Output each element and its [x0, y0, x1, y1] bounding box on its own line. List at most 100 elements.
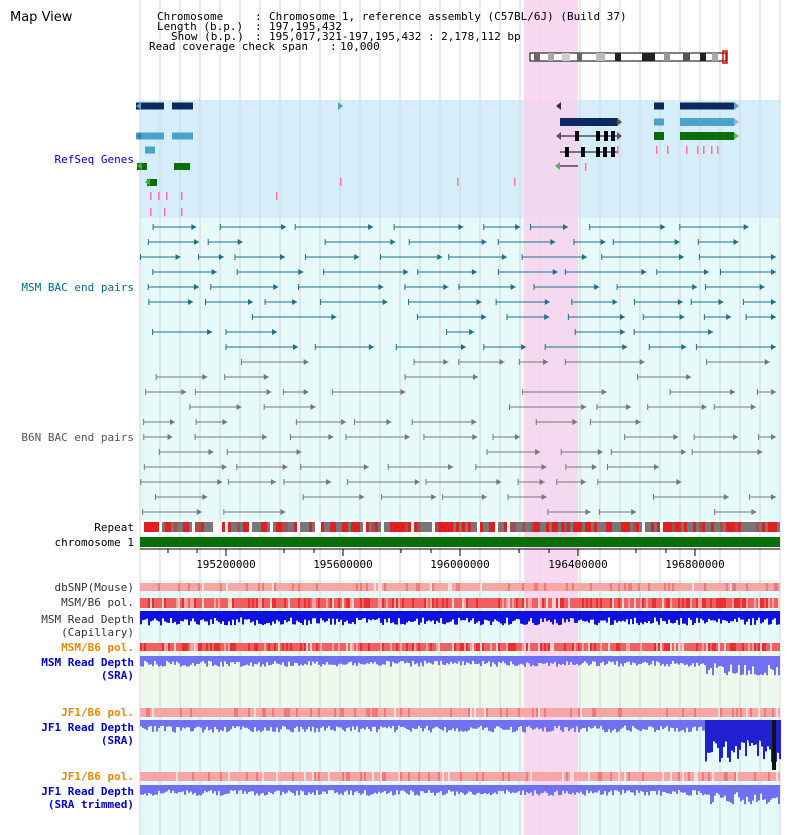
dbsnp-heat [632, 583, 634, 591]
msm-sra-depth [564, 656, 566, 666]
msm-capillary-depth [506, 611, 508, 618]
repeat-block [387, 522, 390, 532]
repeat-block [156, 522, 159, 532]
jf1-pol-heat [740, 708, 742, 717]
dbsnp-heat [242, 583, 244, 591]
msm-sra-depth [154, 656, 156, 661]
jf1-pol-heat [752, 708, 754, 717]
jf1-sra-depth [164, 720, 166, 732]
dbsnp-heat [494, 583, 496, 591]
jf1-sra-depth-deep [759, 720, 761, 741]
jf1-sra-depth [278, 720, 280, 733]
jf1-pol2-heat [414, 772, 416, 781]
jf1-sra-depth [632, 720, 634, 726]
b6n-bac-pair-arrow [541, 494, 547, 500]
msm-pol-heat [596, 598, 598, 608]
msm-pol-heat [240, 598, 242, 608]
b6n-bac-pair-arrow [499, 359, 505, 365]
msm-pol2-heat [484, 643, 486, 651]
jf1-pol-heat [434, 708, 436, 717]
jf1-pol-heat [326, 708, 328, 717]
msm-sra-depth [680, 656, 682, 664]
jf1-sra-depth [690, 720, 692, 732]
msm-sra-depth [708, 656, 710, 671]
jf1-trimmed-depth [474, 785, 476, 796]
jf1-sra-depth [606, 720, 608, 733]
jf1-trimmed-depth [424, 785, 426, 794]
dbsnp-heat [510, 583, 512, 591]
msm-pol-heat [462, 598, 464, 608]
jf1-sra-depth [406, 720, 408, 730]
dbsnp-heat [310, 583, 312, 591]
jf1-pol-heat [276, 708, 278, 717]
msm-pol2-heat [400, 643, 402, 651]
msm-sra-depth [540, 656, 542, 664]
axis-tick-label: 196000000 [430, 558, 490, 571]
repeat-block [486, 522, 489, 532]
msm-bac-pair-arrow [481, 314, 487, 320]
jf1-pol-heat [332, 708, 334, 717]
repeat-block [699, 522, 702, 532]
msm-sra-depth [720, 656, 722, 666]
dbsnp-heat [164, 583, 166, 591]
msm-pol-heat [478, 598, 480, 608]
repeat-block [717, 522, 720, 532]
jf1-pol2-heat [378, 772, 380, 781]
gene-arrow [734, 102, 739, 110]
repeat-block [678, 522, 681, 532]
msm-pol2-heat [370, 643, 372, 651]
msm-sra-depth [340, 656, 342, 664]
msm-pol-heat [278, 598, 280, 608]
repeat-block [561, 522, 564, 532]
msm-capillary-depth [686, 611, 688, 626]
msm-bac-pair-arrow [660, 224, 666, 230]
repeat-block [186, 522, 189, 532]
msm-sra-depth [646, 656, 648, 663]
exon [596, 131, 600, 141]
jf1-pol2-heat [356, 772, 358, 781]
msm-pol2-heat [196, 643, 198, 651]
jf1-trimmed-depth [516, 785, 518, 793]
dbsnp-heat [404, 583, 406, 591]
msm-pol-heat [408, 598, 410, 608]
msm-pol-heat [416, 598, 418, 608]
jf1-pol-heat [604, 708, 606, 717]
msm-pol-heat [258, 598, 260, 608]
jf1-pol2-heat [430, 772, 432, 781]
msm-sra-depth [146, 656, 148, 663]
jf1-trimmed-depth [304, 785, 306, 796]
dbsnp-heat [732, 583, 734, 591]
jf1-trimmed-depth [504, 785, 506, 794]
msm-sra-depth [650, 656, 652, 665]
msm-sra-depth [486, 656, 488, 664]
msm-capillary-depth [140, 611, 142, 625]
repeat-block [312, 522, 315, 532]
gene-arrow [734, 132, 739, 140]
jf1-trimmed-depth [508, 785, 510, 792]
jf1-pol-heat [774, 708, 776, 717]
msm-pol2-heat [238, 643, 240, 651]
msm-pol2-heat [154, 643, 156, 651]
gene-arrow [556, 102, 561, 110]
msm-pol2-heat [316, 643, 318, 651]
msm-capillary-depth [638, 611, 640, 625]
jf1-pol2-heat [698, 772, 700, 781]
jf1-trimmed-depth [360, 785, 362, 795]
repeat-block [231, 522, 234, 532]
msm-capillary-depth [772, 611, 774, 620]
dbsnp-heat [152, 583, 154, 591]
msm-sra-depth [326, 656, 328, 663]
jf1-sra-depth [444, 720, 446, 727]
jf1-sra-depth [198, 720, 200, 727]
jf1-pol-heat [586, 708, 588, 717]
msm-capillary-depth [518, 611, 520, 620]
gene-arrow [145, 178, 150, 186]
msm-pol-heat [458, 598, 460, 608]
b6n-bac-pair-arrow [167, 434, 173, 440]
jf1-pol-heat [256, 708, 258, 717]
dbsnp-heat [568, 583, 570, 591]
dbsnp-heat [772, 583, 774, 591]
jf1-sra-depth [610, 720, 612, 733]
msm-pol2-heat [226, 643, 228, 651]
